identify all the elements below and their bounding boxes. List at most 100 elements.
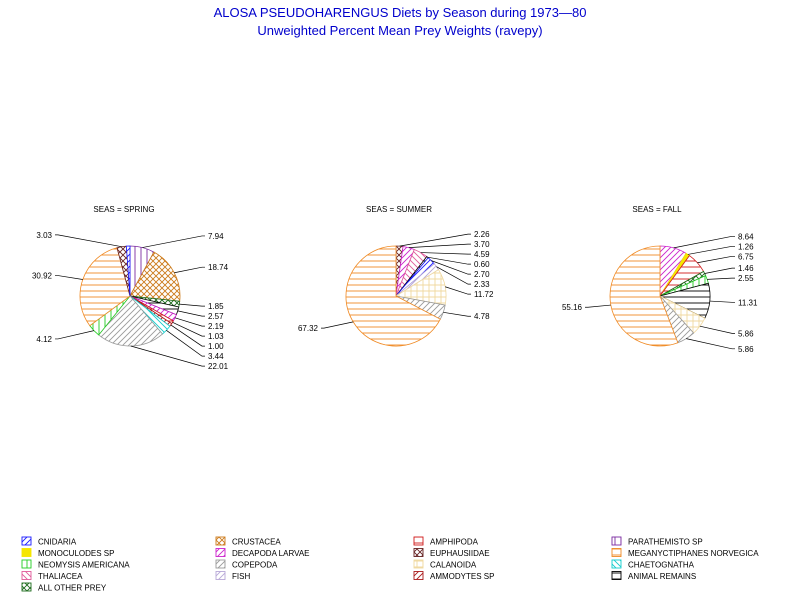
data-label-spring-0: 7.94: [208, 232, 224, 241]
slice-spring-meganyctiphanes-norvegica: [79, 247, 131, 327]
data-label-fall-8: 55.16: [562, 303, 583, 312]
leader-line-summer-5: [436, 266, 471, 285]
leader-line-fall-0: [673, 235, 735, 249]
leader-line-summer-8: [321, 321, 354, 329]
leader-line-spring-6: [170, 324, 205, 347]
legend-item-animal-remains: ANIMAL REMAINS: [611, 571, 696, 581]
leader-line-spring-5: [172, 321, 205, 337]
data-label-spring-2: 1.85: [208, 302, 224, 311]
data-label-summer-0: 2.26: [474, 230, 490, 239]
legend-label-monoculodes-sp: MONOCULODES SP: [38, 549, 114, 558]
legend-item-euphausiidae: EUPHAUSIIDAE: [413, 548, 490, 558]
legend-label-amphipoda: AMPHIPODA: [430, 538, 479, 547]
legend-label-neomysis-americana: NEOMYSIS AMERICANA: [38, 561, 130, 570]
legend-swatch-crustacea: [215, 536, 226, 546]
legend-swatch-decapoda-larvae: [215, 548, 226, 557]
leader-line-spring-0: [142, 235, 205, 248]
data-label-spring-8: 22.01: [208, 362, 229, 371]
data-label-summer-7: 4.78: [474, 312, 490, 321]
legend-item-copepoda: COPEPODA: [215, 559, 278, 570]
data-label-spring-3: 2.57: [208, 312, 224, 321]
legend-label-meganyctiphanes-norvegica: MEGANYCTIPHANES NORVEGICA: [628, 549, 759, 558]
legend-label-animal-remains: ANIMAL REMAINS: [628, 572, 696, 581]
legend-item-crustacea: CRUSTACEA: [215, 536, 281, 547]
legend-label-crustacea: CRUSTACEA: [232, 538, 281, 547]
legend-label-thaliacea: THALIACEA: [38, 572, 83, 581]
data-label-summer-6: 11.72: [474, 290, 494, 299]
legend-swatch-parathemisto-sp: [611, 536, 622, 546]
data-label-fall-7: 5.86: [738, 345, 754, 354]
leader-line-fall-7: [686, 338, 735, 350]
chart-subtitle: Unweighted Percent Mean Prey Weights (ra…: [257, 23, 542, 38]
data-label-fall-5: 11.31: [738, 298, 758, 307]
slice-spring-crustacea: [129, 251, 181, 302]
data-label-spring-10: 30.92: [32, 272, 53, 281]
data-label-spring-6: 1.00: [208, 342, 224, 351]
data-label-spring-1: 18.74: [208, 263, 229, 272]
leader-line-summer-1: [408, 243, 471, 249]
legend-swatch-cnidaria: [21, 536, 32, 546]
pie-title-summer: SEAS = SUMMER: [366, 205, 432, 214]
legend-label-decapoda-larvae: DECAPODA LARVAE: [232, 549, 310, 558]
leader-line-summer-7: [443, 311, 471, 317]
legend-item-neomysis-americana: NEOMYSIS AMERICANA: [21, 559, 130, 570]
data-label-fall-1: 1.26: [738, 242, 754, 251]
legend-label-chaetognatha: CHAETOGNATHA: [628, 561, 695, 570]
pie-title-fall: SEAS = FALL: [632, 205, 682, 214]
legend-item-chaetognatha: CHAETOGNATHA: [611, 559, 695, 570]
data-label-spring-9: 4.12: [36, 335, 52, 344]
leader-line-fall-8: [585, 304, 611, 308]
legend-swatch-all-other-prey: [21, 582, 32, 592]
data-label-fall-2: 6.75: [738, 252, 754, 261]
data-label-spring-7: 3.44: [208, 352, 224, 361]
legend-label-all-other-prey: ALL OTHER PREY: [38, 584, 107, 593]
legend-item-parathemisto-sp: PARATHEMISTO SP: [611, 536, 703, 547]
leader-line-spring-7: [166, 330, 205, 357]
legend-label-fish: FISH: [232, 572, 250, 581]
legend-label-copepoda: COPEPODA: [232, 561, 278, 570]
data-label-summer-2: 4.59: [474, 250, 490, 259]
legend-item-calanoida: CALANOIDA: [413, 559, 477, 570]
slice-spring-cnidaria: [125, 245, 131, 297]
legend-swatch-neomysis-americana: [21, 559, 32, 569]
leader-line-spring-8: [130, 345, 205, 367]
data-label-summer-4: 2.70: [474, 270, 490, 279]
pie-fall: SEAS = FALL 8.641.266.75 1.462.55 11.31 5.86…: [562, 205, 758, 354]
data-label-summer-1: 3.70: [474, 240, 490, 249]
legend-swatch-fish: [215, 571, 226, 580]
pie-title-spring: SEAS = SPRING: [93, 205, 154, 214]
leader-line-fall-1: [687, 245, 735, 255]
legend-item-monoculodes-sp: MONOCULODES SP: [21, 548, 114, 558]
legend-item-all-other-prey: ALL OTHER PREY: [21, 582, 107, 593]
data-label-spring-11: 3.03: [36, 231, 52, 240]
legend-swatch-calanoida: [413, 559, 424, 569]
legend-swatch-meganyctiphanes-norvegica: [611, 548, 622, 557]
leader-line-spring-4: [174, 317, 205, 327]
data-label-fall-4: 2.55: [738, 274, 754, 283]
legend-swatch-chaetognatha: [611, 559, 622, 569]
data-label-spring-5: 1.03: [208, 332, 224, 341]
leader-line-spring-2: [179, 303, 205, 307]
legend-swatch-copepoda: [215, 559, 226, 569]
legend-item-meganyctiphanes-norvegica: MEGANYCTIPHANES NORVEGICA: [611, 548, 759, 558]
leader-line-spring-3: [177, 310, 205, 317]
leader-line-fall-4: [707, 277, 735, 280]
legend-item-cnidaria: CNIDARIA: [21, 536, 77, 547]
leader-line-spring-10: [55, 275, 83, 280]
leader-line-summer-4: [431, 260, 471, 275]
leader-line-summer-0: [399, 233, 471, 247]
data-label-fall-0: 8.64: [738, 232, 754, 241]
data-label-fall-6: 5.86: [738, 329, 754, 338]
legend-label-calanoida: CALANOIDA: [430, 561, 477, 570]
data-label-summer-5: 2.33: [474, 280, 490, 289]
legend-label-ammodytes-sp: AMMODYTES SP: [430, 572, 494, 581]
data-label-spring-4: 2.19: [208, 322, 224, 331]
data-label-summer-8: 67.32: [298, 324, 319, 333]
leader-line-fall-6: [699, 325, 735, 334]
legend-swatch-ammodytes-sp: [413, 571, 424, 580]
legend-item-ammodytes-sp: AMMODYTES SP: [413, 571, 494, 581]
legend-label-cnidaria: CNIDARIA: [38, 538, 77, 547]
data-label-fall-3: 1.46: [738, 264, 754, 273]
leader-line-summer-2: [420, 252, 471, 255]
